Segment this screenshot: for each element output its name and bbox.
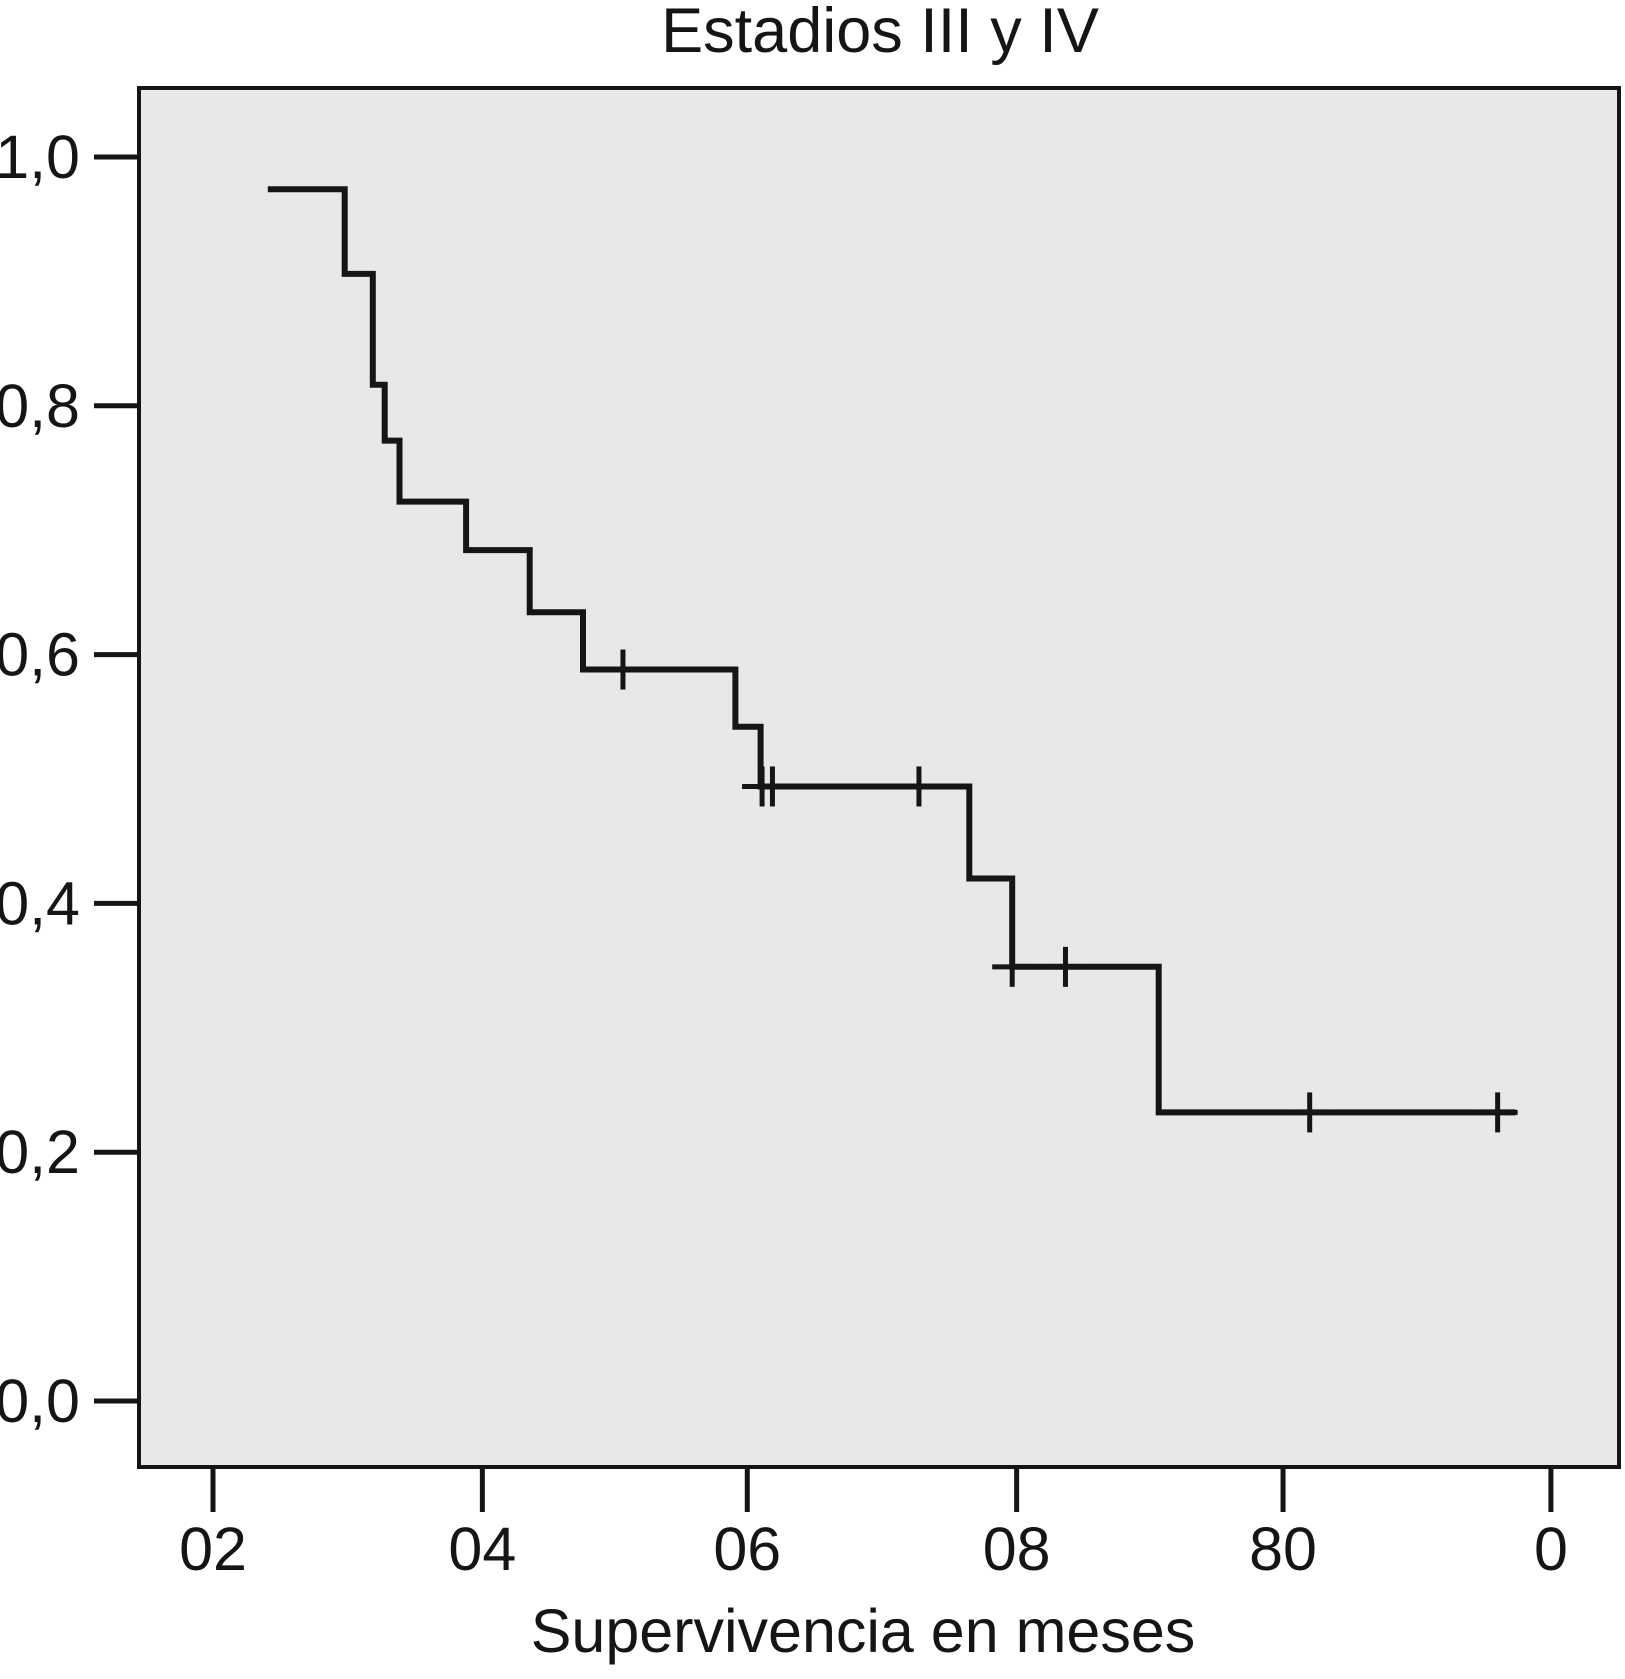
x-axis-ticks: 02 04 06 08 80 0 (179, 1467, 1568, 1583)
y-tick-label: 1,0 (0, 123, 80, 191)
censor-mark (1477, 1092, 1518, 1133)
censor-marks (602, 649, 1518, 1133)
x-tick-label: 04 (448, 1515, 516, 1583)
plot-area (137, 86, 1621, 1469)
y-tick-label: 0,8 (0, 372, 80, 440)
x-tick-label: 02 (179, 1515, 247, 1583)
censor-mark (602, 649, 643, 690)
y-tick-label: 0,2 (0, 1118, 80, 1186)
censor-mark (1289, 1092, 1330, 1133)
y-tick-label: 0,6 (0, 621, 80, 689)
y-axis-ticks: 1,0 0,8 0,6 0,4 0,2 0,0 (0, 123, 139, 1435)
x-axis-title: Supervivencia en meses (531, 1597, 1196, 1665)
x-tick-label: 06 (713, 1515, 781, 1583)
y-tick-label: 0,4 (0, 869, 80, 937)
survival-step-line (267, 186, 1516, 1116)
censor-mark (992, 946, 1033, 987)
chart-title: Estadios III y IV (661, 0, 1099, 66)
x-tick-label: 80 (1249, 1515, 1317, 1583)
survival-curve (267, 186, 1516, 1116)
y-tick-label: 0,0 (0, 1367, 80, 1435)
censor-mark (898, 766, 939, 807)
censor-mark (1045, 946, 1086, 987)
x-tick-label: 08 (983, 1515, 1051, 1583)
censor-mark (752, 766, 793, 807)
x-tick-label: 0 (1534, 1515, 1568, 1583)
